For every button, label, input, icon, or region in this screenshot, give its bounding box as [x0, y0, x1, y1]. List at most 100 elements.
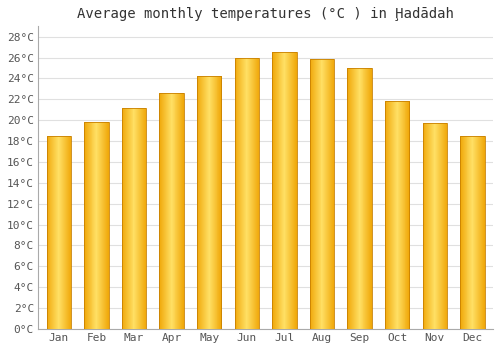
Bar [209, 76, 210, 329]
Bar [425, 123, 426, 329]
Bar [311, 59, 312, 329]
Bar [258, 58, 259, 329]
Bar [126, 108, 128, 329]
Bar [237, 58, 238, 329]
Bar [287, 52, 288, 329]
Bar [272, 52, 273, 329]
Bar [56, 136, 57, 329]
Bar [292, 52, 294, 329]
Bar [394, 102, 395, 329]
Bar [234, 58, 235, 329]
Bar [62, 136, 63, 329]
Bar [389, 102, 390, 329]
Bar [277, 52, 278, 329]
Bar [180, 93, 181, 329]
Bar [460, 136, 461, 329]
Bar [402, 102, 403, 329]
Bar [315, 59, 316, 329]
Bar [465, 136, 466, 329]
Bar [392, 102, 393, 329]
Bar [65, 136, 66, 329]
Bar [217, 76, 218, 329]
Bar [84, 122, 85, 329]
Bar [331, 59, 332, 329]
Bar [57, 136, 58, 329]
Bar [46, 136, 71, 329]
Bar [349, 68, 350, 329]
Bar [145, 108, 146, 329]
Bar [164, 93, 166, 329]
Bar [103, 122, 104, 329]
Bar [327, 59, 328, 329]
Bar [247, 58, 248, 329]
Bar [218, 76, 219, 329]
Bar [444, 123, 445, 329]
Bar [288, 52, 289, 329]
Bar [364, 68, 365, 329]
Bar [53, 136, 54, 329]
Bar [478, 136, 479, 329]
Bar [275, 52, 276, 329]
Bar [427, 123, 428, 329]
Bar [88, 122, 89, 329]
Bar [477, 136, 478, 329]
Bar [170, 93, 172, 329]
Bar [132, 108, 133, 329]
Bar [386, 102, 387, 329]
Bar [246, 58, 247, 329]
Bar [438, 123, 439, 329]
Bar [143, 108, 144, 329]
Bar [291, 52, 292, 329]
Bar [87, 122, 88, 329]
Bar [90, 122, 91, 329]
Bar [59, 136, 60, 329]
Bar [55, 136, 56, 329]
Bar [332, 59, 334, 329]
Bar [126, 108, 127, 329]
Bar [480, 136, 482, 329]
Bar [122, 108, 123, 329]
Bar [86, 122, 88, 329]
Bar [424, 123, 425, 329]
Bar [207, 76, 208, 329]
Bar [439, 123, 440, 329]
Bar [176, 93, 177, 329]
Bar [471, 136, 472, 329]
Bar [354, 68, 356, 329]
Bar [398, 102, 399, 329]
Bar [286, 52, 287, 329]
Bar [129, 108, 130, 329]
Bar [368, 68, 369, 329]
Bar [128, 108, 129, 329]
Bar [358, 68, 359, 329]
Bar [124, 108, 126, 329]
Bar [404, 102, 405, 329]
Bar [94, 122, 95, 329]
Bar [367, 68, 368, 329]
Bar [46, 136, 47, 329]
Bar [312, 59, 313, 329]
Bar [360, 68, 361, 329]
Bar [329, 59, 330, 329]
Bar [312, 59, 314, 329]
Bar [409, 102, 410, 329]
Bar [358, 68, 360, 329]
Bar [167, 93, 168, 329]
Bar [134, 108, 135, 329]
Bar [430, 123, 431, 329]
Bar [369, 68, 370, 329]
Bar [249, 58, 250, 329]
Bar [127, 108, 128, 329]
Bar [294, 52, 295, 329]
Bar [482, 136, 483, 329]
Bar [322, 59, 323, 329]
Bar [197, 76, 222, 329]
Bar [293, 52, 294, 329]
Bar [466, 136, 467, 329]
Bar [407, 102, 408, 329]
Bar [96, 122, 97, 329]
Bar [98, 122, 99, 329]
Bar [272, 52, 274, 329]
Bar [443, 123, 444, 329]
Bar [52, 136, 53, 329]
